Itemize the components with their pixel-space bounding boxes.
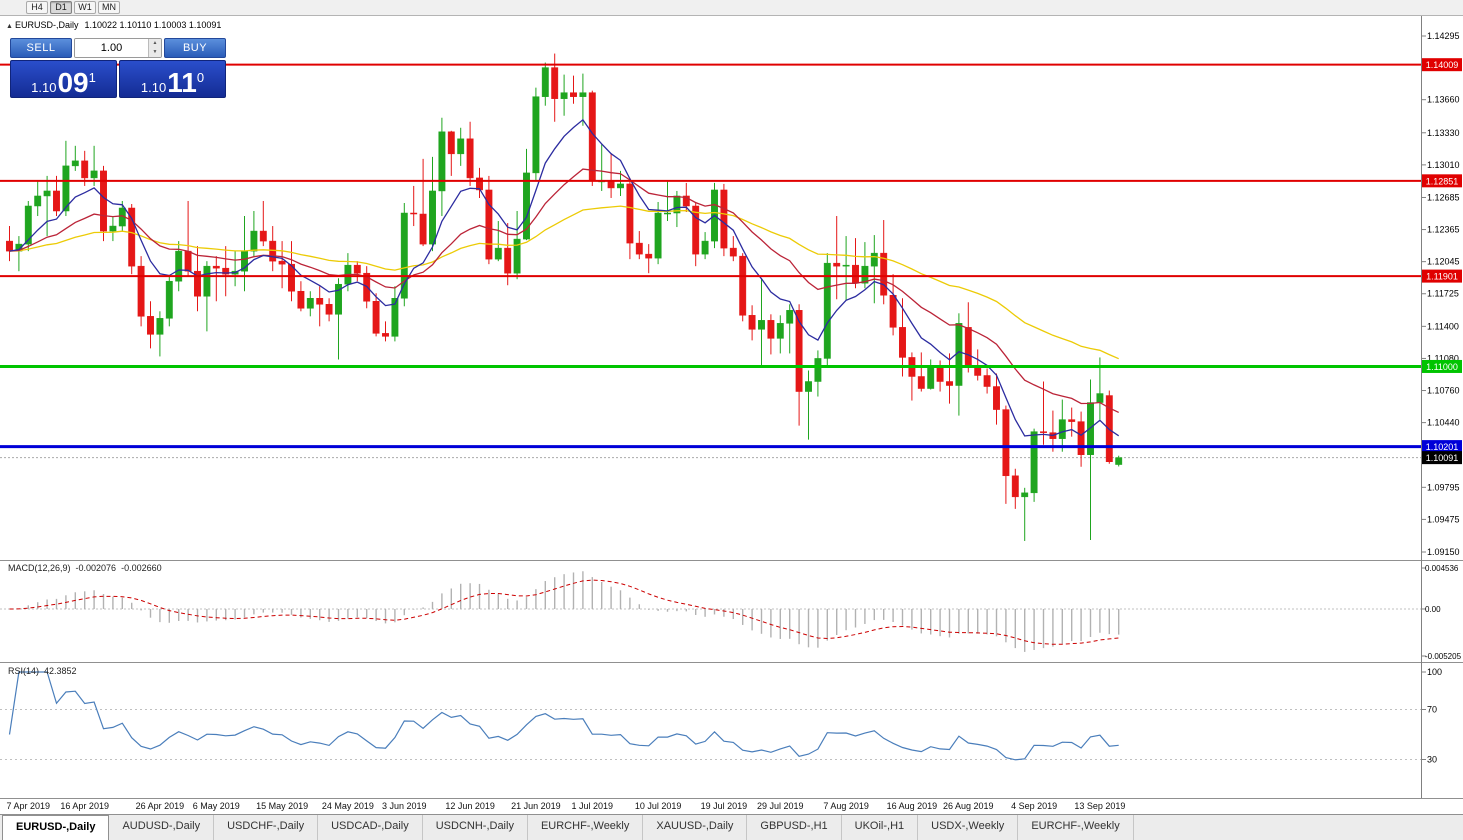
time-axis-label: 13 Sep 2019 [1074,801,1126,811]
svg-text:1.11901: 1.11901 [1426,272,1458,282]
time-axis-label: 1 Jul 2019 [571,801,614,811]
time-axis-label: 10 Jul 2019 [634,801,682,811]
svg-text:1.12365: 1.12365 [1427,225,1460,235]
time-axis-label: 12 Jun 2019 [445,801,495,811]
buy-price-big: 11 [167,67,197,98]
svg-text:0.004536: 0.004536 [1425,564,1459,573]
tab-usdx-weekly[interactable]: USDX-,Weekly [918,815,1019,840]
macd-signal-value: -0.002660 [121,563,162,573]
tab-ukoil-h1[interactable]: UKOil-,H1 [841,815,919,840]
svg-text:1.13660: 1.13660 [1427,95,1460,105]
chart-title: ▲ EURUSD-,Daily 1.10022 1.10110 1.10003 1.… [6,20,221,30]
volume-stepper: ▲ ▼ [148,39,161,57]
buy-button[interactable]: BUY [164,38,226,58]
svg-text:1.10760: 1.10760 [1427,386,1460,396]
volume-down-button[interactable]: ▼ [149,48,161,57]
rsi-name: RSI(14) [8,666,40,676]
tab-eurchf-weekly[interactable]: EURCHF-,Weekly [1018,815,1134,840]
svg-text:1.13330: 1.13330 [1427,128,1460,138]
time-axis-label: 29 Jul 2019 [757,801,804,811]
buy-price-prefix: 1.10 [140,80,167,95]
tab-xauusd-daily[interactable]: XAUUSD-,Daily [643,815,748,840]
time-axis-label: 7 Aug 2019 [823,801,869,811]
macd-name: MACD(12,26,9) [8,563,71,573]
tab-usdcnh-daily[interactable]: USDCNH-,Daily [422,815,528,840]
time-axis-label: 4 Sep 2019 [1011,801,1058,811]
svg-text:-0.005205: -0.005205 [1425,652,1462,661]
svg-text:1.10440: 1.10440 [1427,418,1460,428]
macd-main-value: -0.002076 [75,563,117,573]
svg-text:0.00: 0.00 [1425,605,1441,614]
time-axis-label: 26 Aug 2019 [943,801,994,811]
time-axis-label: 16 Aug 2019 [886,801,938,811]
svg-text:1.10201: 1.10201 [1426,442,1459,452]
svg-text:1.09475: 1.09475 [1427,514,1460,524]
svg-text:1.11080: 1.11080 [1427,353,1459,363]
svg-text:1.12045: 1.12045 [1427,257,1460,267]
chart-symbol-label: EURUSD-,Daily [14,20,79,30]
tab-usdcad-daily[interactable]: USDCAD-,Daily [318,815,423,840]
time-axis-label: 19 Jul 2019 [700,801,748,811]
volume-up-button[interactable]: ▲ [149,39,161,48]
sell-price-pip: 1 [88,70,96,85]
one-click-trade-widget: SELL ▲ ▼ BUY 1.10091 1.10110 [10,38,226,98]
rsi-value: 42.3852 [44,666,77,676]
sell-button[interactable]: SELL [10,38,72,58]
rsi-indicator-canvas[interactable]: 100 70 30 [0,662,1463,798]
price-chart-canvas[interactable]: 1.142951.139851.136601.133301.130101.126… [0,16,1463,560]
time-axis[interactable]: 7 Apr 2019 16 Apr 2019 26 Apr 2019 6 May 20… [0,798,1463,814]
time-axis-label: 6 May 2019 [192,801,240,811]
svg-text:1.11725: 1.11725 [1427,289,1459,299]
time-axis-label: 26 Apr 2019 [135,801,185,811]
svg-text:100: 100 [1427,667,1442,677]
svg-text:1.12851: 1.12851 [1426,176,1459,186]
tab-eurchf-weekly[interactable]: EURCHF-,Weekly [527,815,644,840]
volume-input[interactable] [75,39,148,57]
buy-price-pip: 0 [196,70,205,85]
time-axis-label: 16 Apr 2019 [60,801,109,811]
svg-text:1.11400: 1.11400 [1427,321,1459,331]
svg-text:1.11000: 1.11000 [1426,362,1458,372]
macd-indicator-label: MACD(12,26,9) -0.002076 -0.002660 [8,563,167,573]
time-axis-label: 15 May 2019 [256,801,309,811]
svg-text:1.14009: 1.14009 [1426,60,1459,70]
timeframe-toolbar: H4 D1 W1 MN [0,0,1463,16]
svg-text:1.09795: 1.09795 [1427,482,1460,492]
svg-text:1.09150: 1.09150 [1427,547,1460,557]
rsi-indicator-label: RSI(14) 42.3852 [8,666,82,676]
time-axis-label: 7 Apr 2019 [6,801,51,811]
tab-usdchf-daily[interactable]: USDCHF-,Daily [214,815,319,840]
sell-price-prefix: 1.10 [31,80,57,95]
svg-text:1.13010: 1.13010 [1427,160,1460,170]
macd-indicator-canvas[interactable]: 0.004536 0.00 -0.005205 [0,560,1463,662]
time-axis-label: 21 Jun 2019 [511,801,561,811]
timeframe-d1-button[interactable]: D1 [50,1,72,14]
sell-price-display[interactable]: 1.10 09 1 [10,60,117,98]
tab-audusd-daily[interactable]: AUDUSD-,Daily [109,815,215,840]
time-axis-label: 24 May 2019 [321,801,374,811]
tab-eurusd-daily[interactable]: EURUSD-,Daily [2,815,110,840]
volume-field: ▲ ▼ [74,38,162,58]
time-axis-label: 3 Jun 2019 [382,801,427,811]
svg-text:1.10091: 1.10091 [1426,453,1459,463]
chart-ohlc-label: 1.10022 1.10110 1.10003 1.10091 [84,20,222,30]
timeframe-h4-button[interactable]: H4 [26,1,48,14]
buy-price-display[interactable]: 1.10 11 0 [119,60,226,98]
timeframe-w1-button[interactable]: W1 [74,1,96,14]
svg-text:1.14295: 1.14295 [1427,31,1460,41]
svg-text:1.12685: 1.12685 [1427,192,1460,202]
chart-tab-bar: EURUSD-,Daily AUDUSD-,Daily USDCHF-,Daily U… [0,814,1463,840]
sell-price-big: 09 [57,67,89,98]
symbol-marker-icon: ▲ [6,23,13,30]
svg-text:30: 30 [1427,755,1437,765]
timeframe-mn-button[interactable]: MN [98,1,120,14]
tab-gbpusd-h1[interactable]: GBPUSD-,H1 [747,815,842,840]
svg-text:70: 70 [1427,705,1437,715]
